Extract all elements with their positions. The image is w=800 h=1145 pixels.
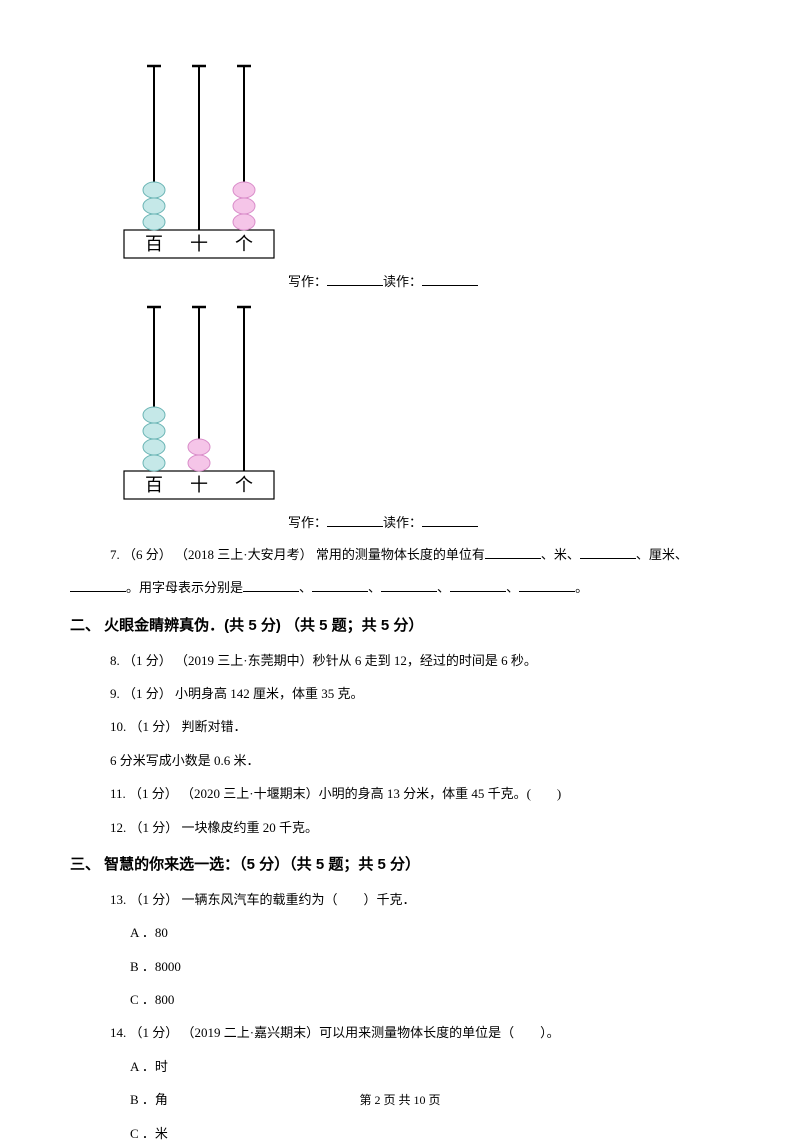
blank [381,578,437,592]
question-10b: 6 分米写成小数是 0.6 米． [70,749,730,772]
question-7: 7. （6 分） （2018 三上·大安月考） 常用的测量物体长度的单位有 、米、… [70,543,730,566]
abacus-2-svg: 百十个 [110,301,288,511]
blank [580,545,636,559]
question-7-line2: 。用字母表示分别是 、 、 、 、 。 [70,576,730,599]
section-3-heading: 三、 智慧的你来选一选：（5 分）（共 5 题；共 5 分） [70,851,730,878]
question-8: 8. （1 分） （2019 三上·东莞期中）秒针从 6 走到 12，经过的时间… [70,649,730,672]
read-label: 读作： [383,515,422,530]
sep: 、 [506,580,519,595]
q7-mid1: 、米、 [541,547,580,562]
blank [327,272,383,286]
question-14: 14. （1 分） （2019 二上·嘉兴期末）可以用来测量物体长度的单位是（ … [70,1021,730,1044]
svg-text:百: 百 [145,475,163,495]
question-9: 9. （1 分） 小明身高 142 厘米，体重 35 克。 [70,682,730,705]
q7-text: 7. （6 分） （2018 三上·大安月考） 常用的测量物体长度的单位有 [110,547,485,562]
question-12: 12. （1 分） 一块橡皮约重 20 千克。 [70,816,730,839]
blank [70,578,126,592]
svg-text:个: 个 [235,475,253,495]
svg-text:十: 十 [190,475,208,495]
write-label: 写作： [288,515,327,530]
q14-option-c: C ．米 [70,1122,730,1145]
sep: 、 [299,580,312,595]
q7-l2: 。用字母表示分别是 [126,580,243,595]
blank [485,545,541,559]
abacus-2-fill: 写作： 读作： [70,511,730,534]
sep: 、 [368,580,381,595]
sep: 、 [437,580,450,595]
page-footer: 第 2 页 共 10 页 [0,1090,800,1112]
question-13: 13. （1 分） 一辆东风汽车的载重约为（ ）千克． [70,888,730,911]
blank [327,513,383,527]
q7-mid2: 、厘米、 [636,547,688,562]
q13-option-b: B ．8000 [70,955,730,978]
blank [450,578,506,592]
svg-text:个: 个 [235,234,253,254]
question-11: 11. （1 分） （2020 三上·十堰期末）小明的身高 13 分米，体重 4… [70,782,730,805]
abacus-1-svg: 百十个 [110,60,288,270]
blank [422,272,478,286]
blank [519,578,575,592]
svg-text:十: 十 [190,234,208,254]
question-10a: 10. （1 分） 判断对错． [70,715,730,738]
svg-text:百: 百 [145,234,163,254]
end: 。 [575,580,588,595]
write-label: 写作： [288,274,327,289]
blank [312,578,368,592]
q13-option-c: C ．800 [70,988,730,1011]
blank [422,513,478,527]
read-label: 读作： [383,274,422,289]
abacus-1: 百十个 [70,60,730,270]
abacus-2: 百十个 [70,301,730,511]
q13-option-a: A ．80 [70,921,730,944]
abacus-1-fill: 写作： 读作： [70,270,730,293]
blank [243,578,299,592]
section-2-heading: 二、 火眼金睛辨真伪．(共 5 分) （共 5 题；共 5 分） [70,612,730,639]
q14-option-a: A ．时 [70,1055,730,1078]
